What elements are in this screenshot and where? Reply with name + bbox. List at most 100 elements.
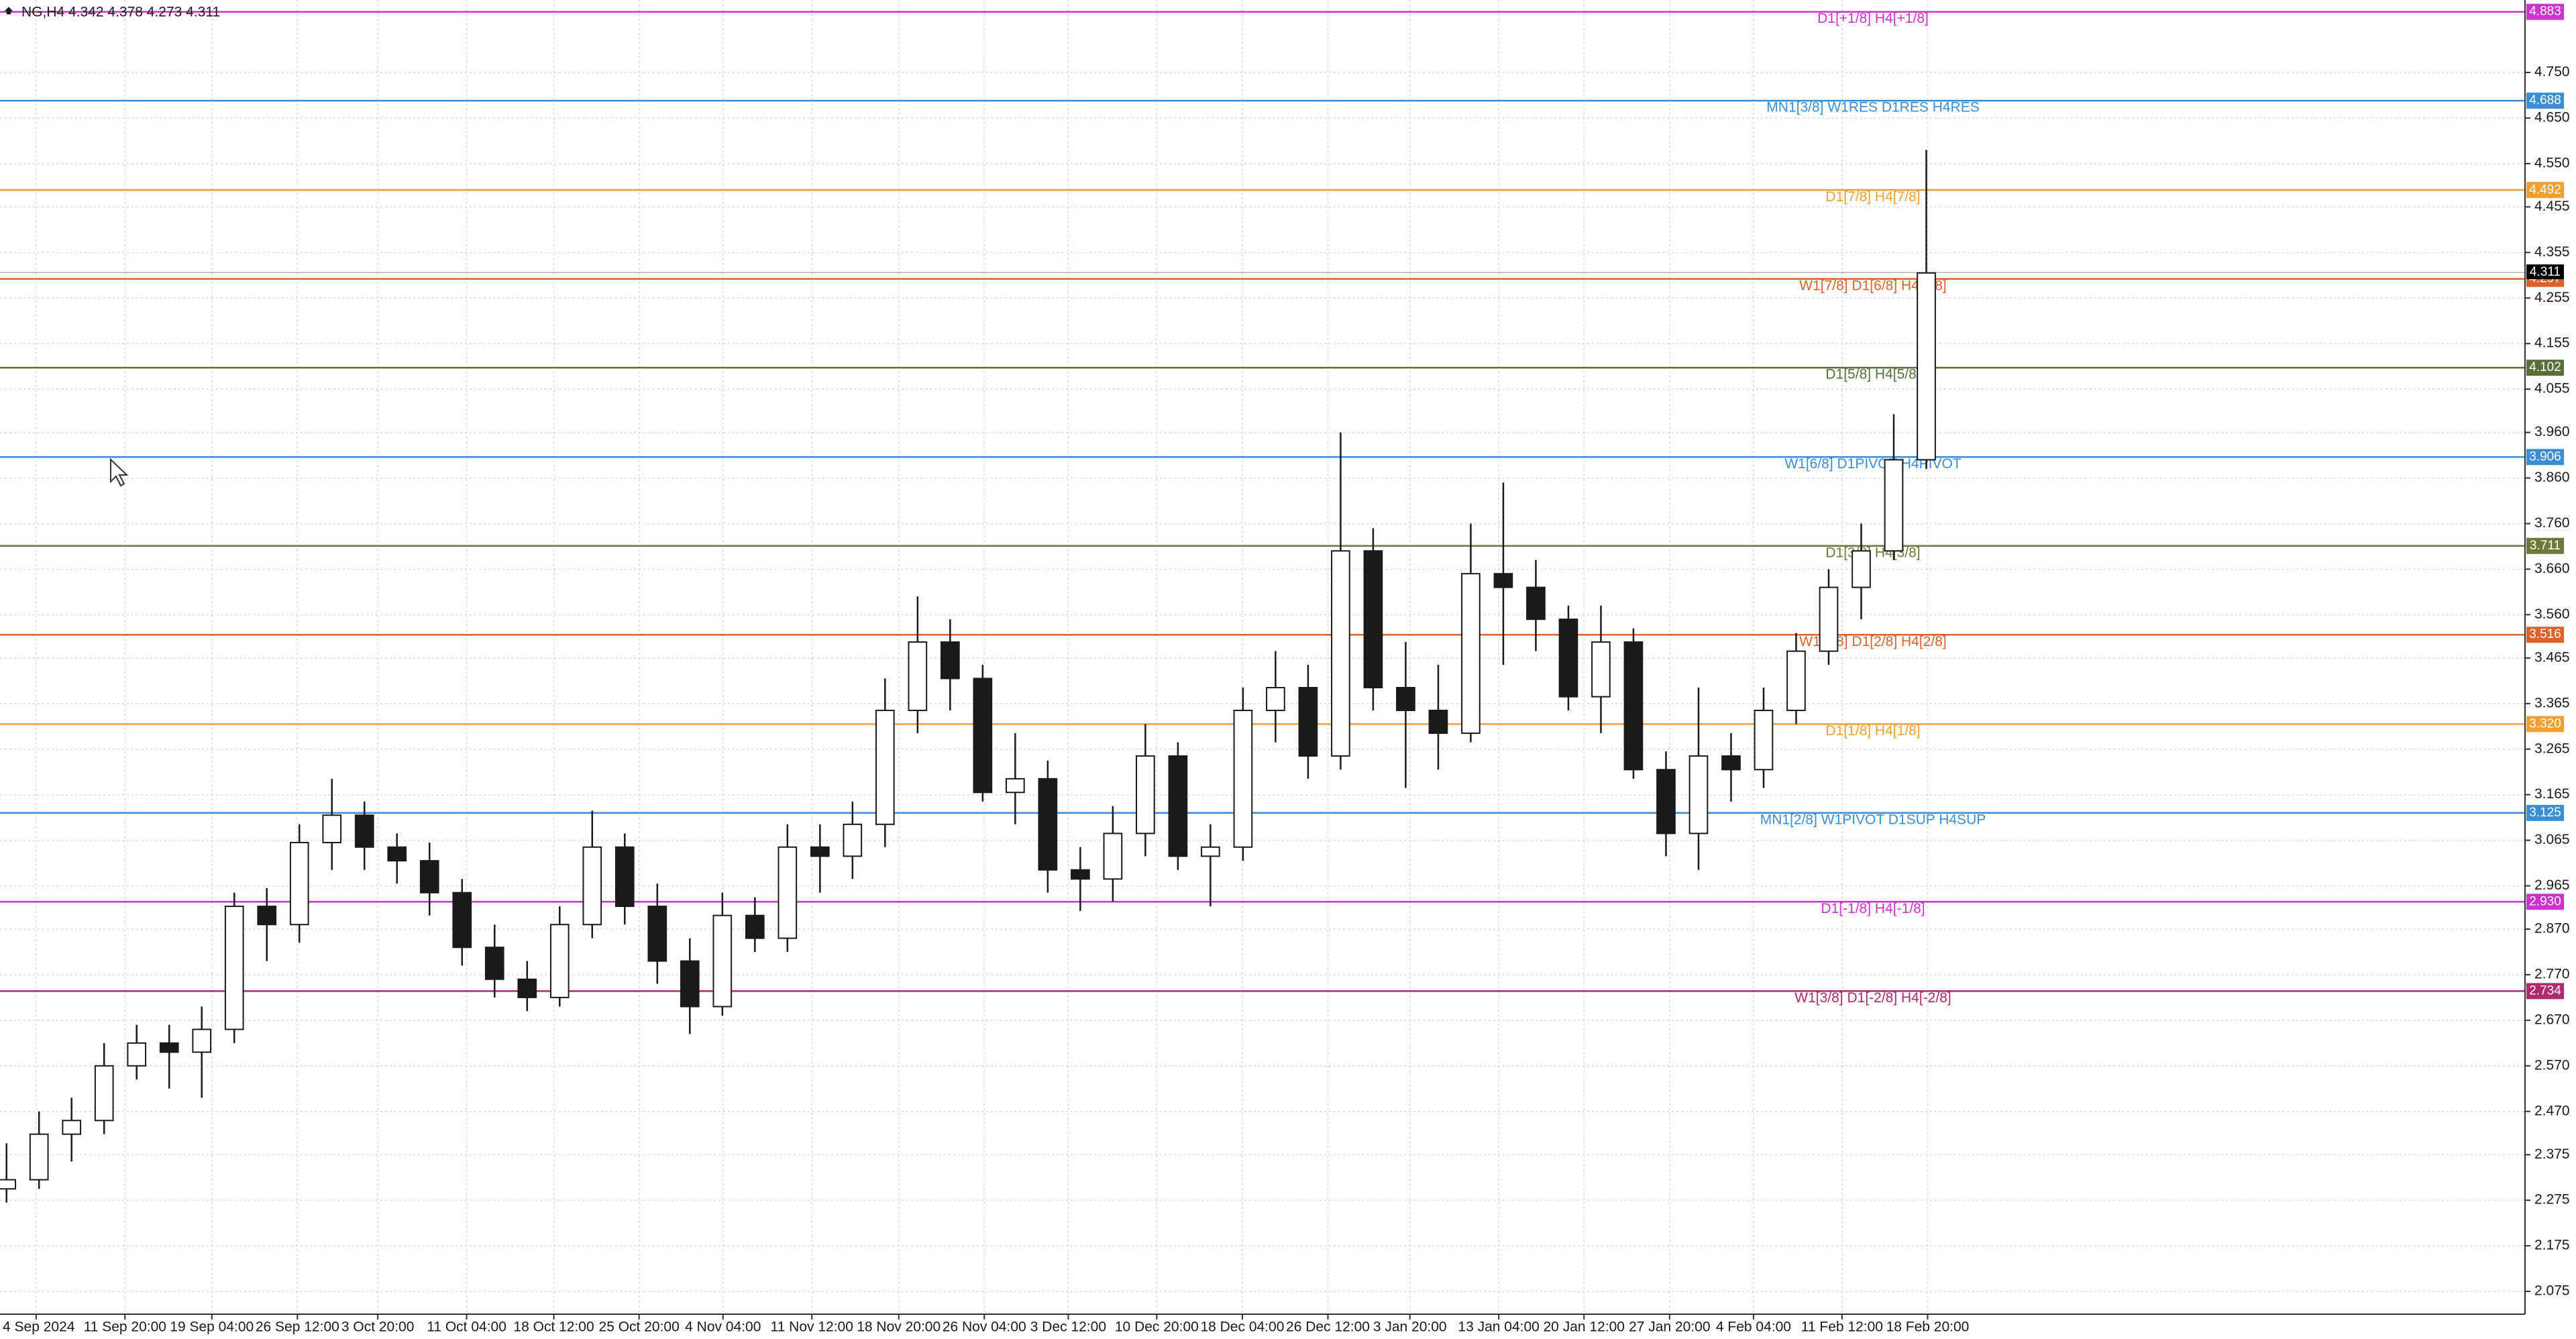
candle-body	[387, 846, 407, 862]
candle-body	[159, 1042, 179, 1053]
x-tick-label: 18 Oct 12:00	[513, 1320, 594, 1335]
price-tag-label: 3.516	[2529, 627, 2561, 641]
y-tick-label: 2.470	[2534, 1103, 2570, 1118]
candle-body	[875, 709, 895, 825]
x-tick-label: 11 Nov 12:00	[771, 1320, 853, 1335]
y-tick-label: 3.860	[2534, 470, 2570, 485]
x-tick-label: 20 Jan 12:00	[1544, 1320, 1625, 1335]
y-tick-label: 4.355	[2534, 244, 2570, 260]
price-tag	[2526, 627, 2564, 643]
candle-body	[1819, 586, 1839, 652]
price-tag	[2526, 449, 2564, 466]
candle-body	[62, 1120, 82, 1135]
candle-body	[1884, 459, 1904, 552]
candle-body	[1786, 650, 1806, 711]
candle-body	[1006, 778, 1025, 794]
x-tick-label: 11 Oct 04:00	[427, 1320, 506, 1335]
candle-body	[1038, 778, 1058, 871]
price-tag	[2526, 182, 2564, 199]
level-label: W1[7/8] D1[6/8] H4[6/8]	[1799, 278, 1946, 293]
candle-body	[0, 1179, 17, 1190]
y-tick-label: 2.275	[2534, 1192, 2570, 1208]
candle-body	[1526, 586, 1546, 621]
y-tick-label: 4.255	[2534, 290, 2570, 305]
candle-body	[647, 906, 667, 962]
candle-body	[1103, 833, 1123, 880]
price-tag	[2526, 983, 2564, 1000]
candle-body	[419, 860, 439, 894]
y-tick-label: 4.155	[2534, 335, 2570, 351]
y-tick-label: 2.770	[2534, 966, 2570, 981]
x-tick-label: 4 Nov 04:00	[685, 1320, 761, 1335]
x-tick-label: 3 Jan 20:00	[1373, 1320, 1447, 1335]
chart-title: NG,H4 4.342 4.378 4.273 4.311	[21, 5, 220, 20]
candle-body	[289, 841, 309, 926]
candle-body	[777, 846, 798, 939]
candle-body	[94, 1065, 114, 1122]
y-tick-label: 4.750	[2534, 64, 2570, 80]
candle-body	[257, 906, 277, 926]
y-tick-label: 4.455	[2534, 199, 2570, 214]
candle-body	[517, 978, 537, 998]
candle-body	[192, 1028, 212, 1053]
x-tick-label: 18 Nov 20:00	[857, 1320, 941, 1335]
price-tag-label: 4.688	[2529, 93, 2561, 107]
x-tick-label: 26 Nov 04:00	[943, 1320, 1026, 1335]
x-tick-label: 26 Sep 12:00	[256, 1320, 339, 1335]
level-label: D1[+1/8] H4[+1/8]	[1817, 11, 1929, 26]
price-tag-label: 4.492	[2529, 182, 2561, 197]
candle-body	[1363, 550, 1383, 689]
y-tick-label: 3.660	[2534, 561, 2570, 576]
candle-body	[452, 892, 472, 949]
y-tick-label: 2.965	[2534, 877, 2570, 893]
x-tick-label: 4 Sep 2024	[3, 1320, 75, 1335]
candle-body	[712, 914, 733, 1008]
candle-body	[1201, 846, 1220, 857]
grid	[0, 0, 2525, 1314]
price-tag	[2526, 3, 2564, 20]
candle-body	[1493, 573, 1513, 588]
x-tick-label: 25 Oct 20:00	[599, 1320, 680, 1335]
x-tick-label: 11 Feb 12:00	[1801, 1320, 1883, 1335]
candle-body	[1168, 755, 1188, 857]
candle-body	[1071, 869, 1090, 880]
candle-body	[1917, 272, 1936, 461]
x-tick-label: 26 Dec 12:00	[1286, 1320, 1370, 1335]
y-tick-label: 4.550	[2534, 155, 2570, 170]
price-tag	[2526, 93, 2564, 109]
candle-body	[810, 846, 830, 857]
x-tick-label: 3 Oct 20:00	[341, 1320, 415, 1335]
x-tick-label: 3 Dec 12:00	[1030, 1320, 1106, 1335]
candle-body	[843, 823, 863, 857]
y-tick-label: 4.650	[2534, 109, 2570, 125]
candle-body	[322, 814, 342, 843]
candle-body	[582, 846, 602, 926]
candle-body	[973, 678, 993, 794]
candle-body	[484, 947, 504, 980]
y-tick-label: 2.870	[2534, 921, 2570, 936]
price-tag-label: 4.883	[2529, 5, 2561, 19]
price-tag-label: 3.906	[2529, 449, 2561, 464]
level-label: MN1[3/8] W1RES D1RES H4RES	[1766, 100, 1979, 115]
x-tick-label: 11 Sep 20:00	[84, 1320, 166, 1335]
candle-body	[1331, 550, 1350, 757]
y-tick-label: 2.175	[2534, 1238, 2570, 1253]
candle-body	[127, 1042, 147, 1067]
y-tick-label: 3.165	[2534, 786, 2570, 802]
level-label: D1[-1/8] H4[-1/8]	[1821, 901, 1925, 916]
candle-body	[614, 846, 635, 908]
candle-body	[29, 1133, 49, 1181]
candle-body	[1136, 755, 1155, 835]
price-tag	[2526, 804, 2564, 821]
price-tag	[2526, 537, 2564, 554]
candle-body	[1298, 687, 1318, 757]
y-tick-label: 2.570	[2534, 1057, 2570, 1073]
price-tag-label: 4.102	[2529, 360, 2561, 374]
price-tag	[2526, 894, 2564, 910]
y-tick-label: 3.065	[2534, 832, 2570, 847]
y-tick-label: 3.465	[2534, 649, 2570, 665]
candle-body	[1656, 769, 1676, 835]
x-tick-label: 18 Dec 04:00	[1200, 1320, 1284, 1335]
x-tick-label: 18 Feb 20:00	[1886, 1320, 1970, 1335]
